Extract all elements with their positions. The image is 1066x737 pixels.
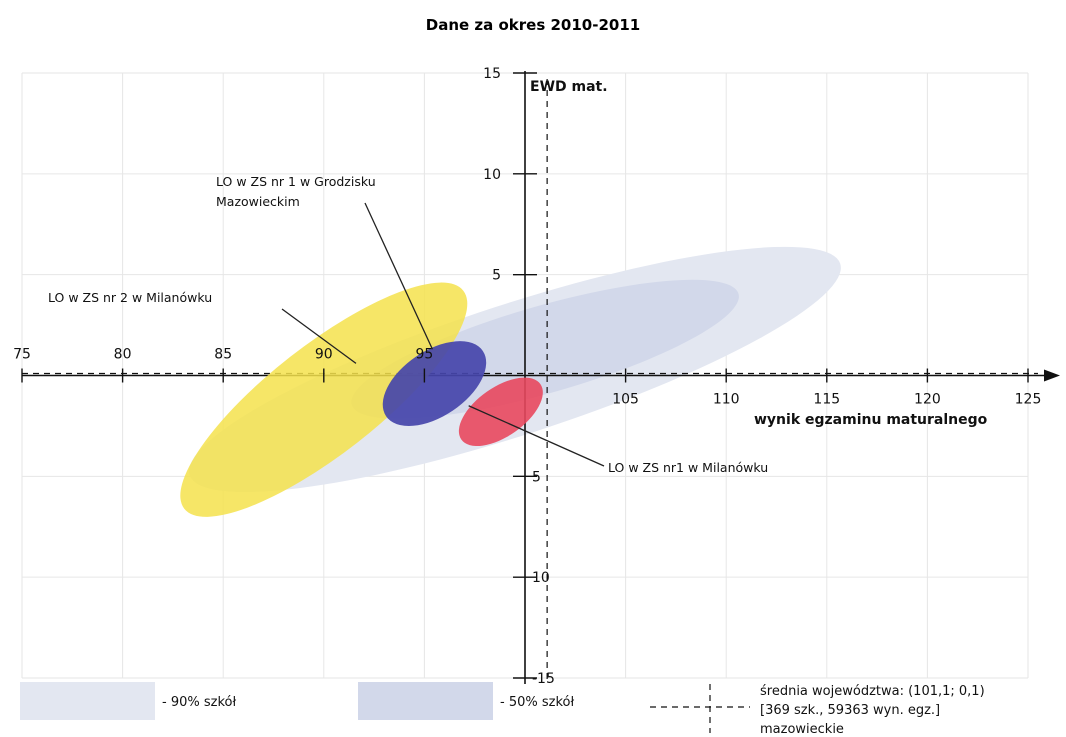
x-tick-label: 75	[13, 347, 31, 363]
x-tick-label: 90	[315, 347, 333, 363]
annotation-label: LO w ZS nr1 w Milanówku	[608, 460, 768, 475]
y-tick-label: 5	[492, 268, 501, 284]
x-tick-label: 120	[914, 392, 941, 408]
y-tick-label: -15	[532, 671, 555, 687]
legend-reference-text: [369 szk., 59363 wyn. egz.]	[760, 703, 940, 718]
y-tick-label: 10	[532, 570, 550, 586]
y-tick-label: 5	[532, 469, 541, 485]
x-tick-label: 80	[114, 347, 132, 363]
y-tick-label: 10	[483, 167, 501, 183]
legend-swatch	[358, 682, 493, 720]
y-axis-label: EWD mat.	[530, 79, 608, 95]
x-tick-label: 105	[612, 392, 639, 408]
legend-label: - 50% szkół	[500, 695, 574, 710]
x-tick-label: 110	[713, 392, 740, 408]
annotation-label: LO w ZS nr 2 w Milanówku	[48, 290, 212, 305]
legend: - 90% szkół - 50% szkół średnia województw…	[20, 682, 985, 737]
x-axis-arrow	[1044, 370, 1060, 382]
legend-swatch	[20, 682, 155, 720]
x-tick-label: 95	[415, 347, 433, 363]
y-tick-label: 15	[483, 66, 501, 82]
x-axis-label: wynik egzaminu maturalnego	[754, 412, 988, 428]
legend-reference-text: mazowieckie	[760, 722, 844, 737]
annotation-label: Mazowieckim	[216, 194, 300, 209]
x-tick-label: 125	[1015, 392, 1042, 408]
chart-title: Dane za okres 2010-2011	[426, 16, 640, 34]
annotation-label: LO w ZS nr 1 w Grodzisku	[216, 174, 376, 189]
x-tick-label: 115	[813, 392, 840, 408]
legend-label: - 90% szkół	[162, 695, 236, 710]
legend-reference-text: średnia województwa: (101,1; 0,1)	[760, 684, 985, 699]
x-tick-label: 85	[214, 347, 232, 363]
